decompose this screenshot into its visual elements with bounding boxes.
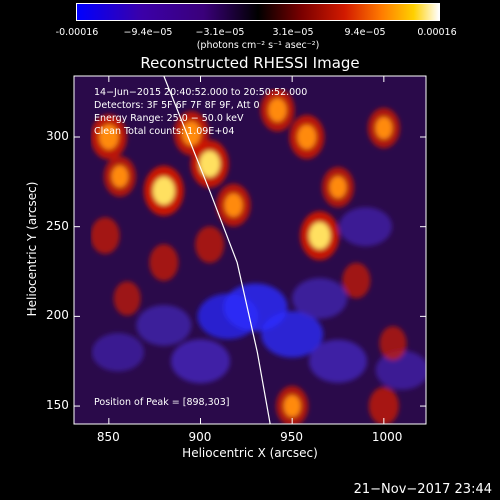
hot-region-core: [268, 98, 287, 122]
plot-frame: [73, 75, 427, 425]
solar-limb-line: [163, 76, 271, 424]
peak-position-label: Position of Peak = [898,303]: [94, 397, 230, 408]
hot-region-core: [224, 193, 243, 218]
y-tick-label: 250: [46, 218, 69, 233]
hot-region-core: [152, 176, 175, 205]
hot-region-core: [329, 176, 347, 199]
hot-region-core: [308, 221, 331, 250]
chart-title: Reconstructed RHESSI Image: [140, 54, 360, 72]
x-tick-label: 950: [280, 430, 304, 444]
y-axis-label: Heliocentric Y (arcsec): [25, 181, 39, 317]
colorbar-tick-label: 9.4e−05: [344, 27, 386, 38]
x-tick-label: 1000: [371, 430, 403, 444]
hot-region-core: [111, 165, 129, 188]
hot-region-core: [375, 116, 393, 140]
hot-region: [113, 281, 141, 316]
x-tick-label: 900: [188, 430, 212, 444]
colorbar-tick-label: −3.1e−05: [195, 27, 245, 38]
hot-region-core: [181, 121, 201, 146]
hot-region-core: [99, 124, 119, 150]
hot-region-core: [297, 124, 317, 150]
info-counts: Clean Total counts: 1.09E+04: [94, 126, 235, 137]
cold-region: [261, 311, 324, 358]
colorbar-unit-label: (photons cm⁻² s⁻¹ asec⁻²): [196, 40, 320, 51]
cold-region: [171, 339, 230, 384]
y-tick-label: 150: [46, 398, 69, 413]
hot-region: [149, 244, 179, 281]
colorbar-tick-label: 3.1e−05: [272, 27, 314, 38]
x-tick-label: 850: [96, 430, 120, 444]
timestamp: 21−Nov−2017 23:44: [353, 482, 492, 497]
hot-region: [195, 226, 225, 264]
hot-region: [342, 262, 371, 299]
hot-region-core: [199, 150, 221, 178]
colorbar-tick-label: −9.4e−05: [123, 27, 173, 38]
y-tick-label: 300: [46, 128, 69, 143]
y-tick-label: 200: [46, 308, 69, 323]
cold-region: [197, 293, 259, 340]
x-axis-label: Heliocentric X (arcsec): [182, 446, 318, 460]
cold-region: [339, 207, 392, 247]
hot-region: [90, 217, 120, 255]
cold-region: [292, 278, 348, 319]
hot-region-core: [283, 394, 301, 418]
cold-region: [92, 333, 144, 372]
cold-region: [309, 339, 367, 383]
cold-region: [375, 350, 426, 390]
info-detectors: Detectors: 3F 5F 6F 7F 8F 9F, Att 0: [94, 100, 260, 111]
info-time-range: 14−Jun−2015 20:40:52.000 to 20:50:52.000: [94, 87, 308, 98]
cold-region: [136, 304, 192, 346]
info-energy-range: Energy Range: 25.0 − 50.0 keV: [94, 113, 244, 124]
hot-region: [379, 326, 407, 361]
colorbar-tick-label: 0.00016: [417, 27, 457, 38]
colorbar: [76, 3, 440, 21]
colorbar-tick-label: -0.00016: [55, 27, 99, 38]
hot-region: [368, 387, 399, 424]
